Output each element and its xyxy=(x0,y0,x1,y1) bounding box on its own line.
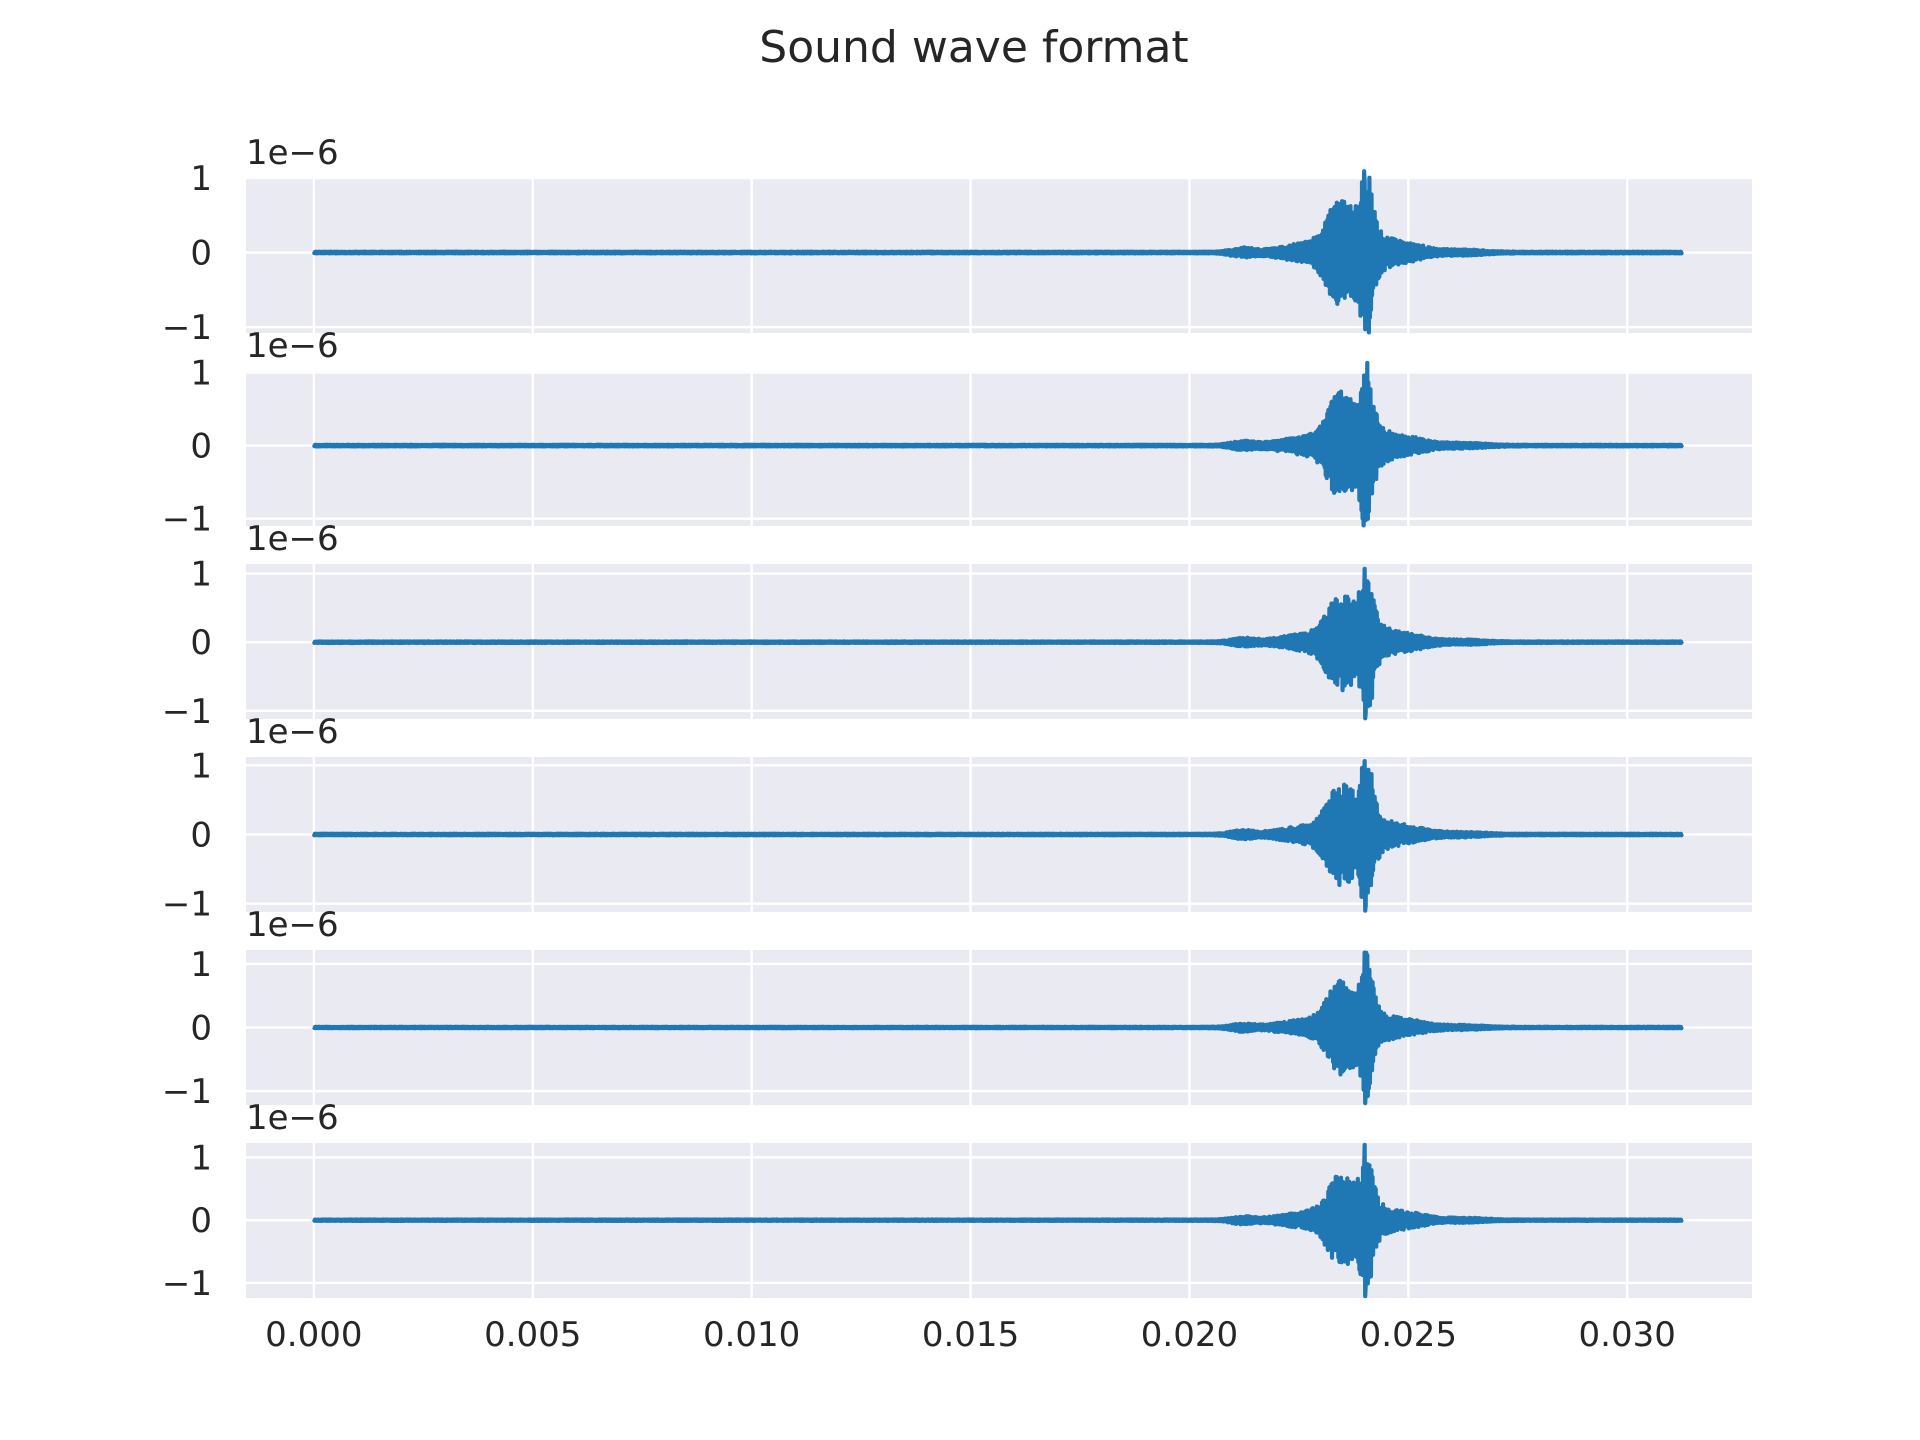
x-tick-label: 0.005 xyxy=(484,1315,581,1355)
subplot-4: −1 0 1 1e−6 xyxy=(162,712,1752,925)
chart-title: Sound wave format xyxy=(759,22,1188,73)
waveform-series xyxy=(312,950,1684,1106)
y-tick-label: 1 xyxy=(190,555,212,595)
y-tick-label: −1 xyxy=(162,692,212,732)
x-tick-label: 0.030 xyxy=(1579,1315,1676,1355)
waveform-series xyxy=(311,1142,1684,1299)
y-tick-label: 0 xyxy=(190,1201,212,1241)
y-offset-label: 1e−6 xyxy=(246,712,339,752)
y-offset-label: 1e−6 xyxy=(246,905,339,945)
x-tick-label: 0.015 xyxy=(922,1315,1019,1355)
x-tick-label: 0.025 xyxy=(1360,1315,1457,1355)
y-tick-label: 0 xyxy=(190,1009,212,1049)
plot-area xyxy=(246,371,1752,526)
y-tick-label: −1 xyxy=(162,1264,212,1304)
y-tick-label: 1 xyxy=(190,945,212,985)
x-tick-label: 0.010 xyxy=(703,1315,800,1355)
y-offset-label: 1e−6 xyxy=(246,326,339,366)
y-tick-label: 0 xyxy=(190,816,212,856)
y-tick-label: −1 xyxy=(162,1072,212,1112)
y-tick-label: 1 xyxy=(190,746,212,786)
x-axis: 0.000 0.005 0.010 0.015 0.020 0.025 0.030 xyxy=(265,1315,1676,1355)
subplot-2: −1 0 1 1e−6 xyxy=(162,326,1752,540)
waveform-series xyxy=(311,759,1684,913)
y-tick-label: −1 xyxy=(162,500,212,540)
y-offset-label: 1e−6 xyxy=(246,133,339,173)
subplot-stack: −1 0 1 1e−6 −1 0 1 1e−6 −1 0 1 1e−6 −1 0 1 1e−6 −1 0 1 1e−6… xyxy=(162,133,1752,1355)
y-tick-label: 1 xyxy=(190,1138,212,1178)
y-offset-label: 1e−6 xyxy=(246,1098,339,1138)
plot-area xyxy=(246,178,1752,333)
y-tick-label: 0 xyxy=(190,623,212,663)
y-tick-label: 1 xyxy=(190,159,212,199)
y-tick-label: −1 xyxy=(162,308,212,348)
subplot-5: −1 0 1 1e−6 xyxy=(162,905,1752,1112)
x-tick-label: 0.020 xyxy=(1141,1315,1238,1355)
subplot-6: −1 0 1 1e−6 xyxy=(162,1098,1752,1304)
y-tick-label: 0 xyxy=(190,234,212,274)
waveform-series xyxy=(311,360,1684,528)
y-tick-label: −1 xyxy=(162,885,212,925)
subplot-3: −1 0 1 1e−6 xyxy=(162,519,1752,732)
waveform-series xyxy=(311,169,1684,335)
subplot-1: −1 0 1 1e−6 xyxy=(162,133,1752,348)
y-tick-label: 0 xyxy=(190,427,212,467)
x-tick-label: 0.000 xyxy=(265,1315,362,1355)
y-offset-label: 1e−6 xyxy=(246,519,339,559)
waveform-series xyxy=(311,566,1684,721)
y-tick-label: 1 xyxy=(190,353,212,393)
